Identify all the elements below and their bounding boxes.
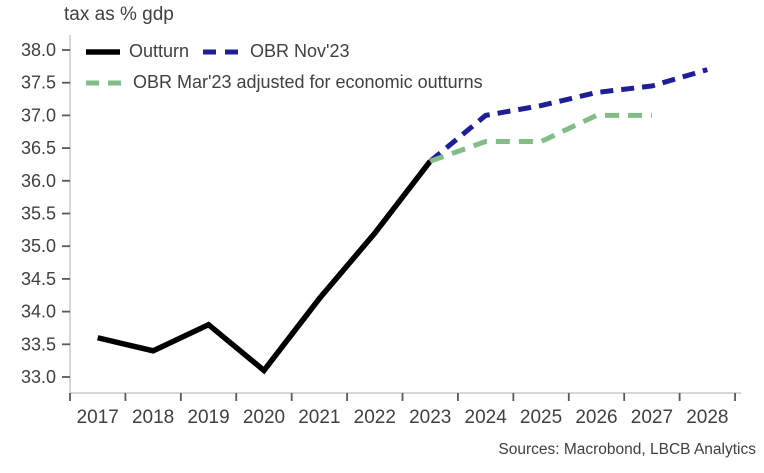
legend: Outturn OBR Nov'23 OBR Mar'23 adjusted f… (86, 41, 483, 93)
y-axis-label: 33.0 (21, 367, 56, 387)
source-note: Sources: Macrobond, LBCB Analytics (498, 441, 756, 458)
x-axis-label: 2028 (686, 407, 728, 428)
series-line-2 (429, 112, 652, 164)
x-axis-label: 2021 (298, 407, 340, 428)
x-axis-label: 2027 (631, 407, 673, 428)
legend-row-2: OBR Mar'23 adjusted for economic outturn… (86, 72, 483, 93)
y-axis-label: 38.0 (21, 40, 56, 60)
x-axis-label: 2022 (354, 407, 396, 428)
legend-label-outturn: Outturn (129, 41, 190, 61)
series-line-0 (97, 159, 433, 375)
chart-title: tax as % gdp (64, 4, 174, 25)
x-axis-label: 2023 (409, 407, 451, 428)
x-axis-label: 2018 (132, 407, 174, 428)
legend-item-obr-nov23: OBR Nov'23 (203, 41, 350, 62)
x-axis-label: 2024 (465, 407, 508, 428)
x-axis-label: 2026 (575, 407, 617, 428)
y-axis-label: 34.0 (21, 302, 56, 322)
legend-label-obr-mar23: OBR Mar'23 adjusted for economic outturn… (133, 72, 483, 92)
series-line-1 (428, 67, 709, 164)
y-axis-label: 37.0 (21, 105, 56, 125)
y-axis-label: 34.5 (21, 269, 56, 289)
y-axis-label: 33.5 (21, 334, 56, 354)
outturn-line-swatch-icon (86, 48, 120, 55)
y-axis-label: 35.5 (21, 204, 56, 224)
dashed-line-swatch-icon (203, 49, 242, 54)
x-axis-label: 2025 (520, 407, 562, 428)
legend-item-outturn: Outturn (86, 41, 189, 62)
legend-label-obr-nov23: OBR Nov'23 (250, 41, 350, 61)
x-axis-label: 2020 (243, 407, 285, 428)
legend-item-obr-mar23: OBR Mar'23 adjusted for economic outturn… (86, 72, 483, 93)
x-axis-label: 2019 (187, 407, 229, 428)
y-axis-label: 37.5 (21, 73, 56, 93)
legend-row-1: Outturn OBR Nov'23 (86, 41, 483, 62)
dashed-line-swatch-icon (86, 80, 124, 85)
y-axis-label: 36.5 (21, 138, 56, 158)
x-axis-label: 2017 (77, 407, 119, 428)
y-axis-label: 35.0 (21, 236, 56, 256)
y-axis-label: 36.0 (21, 171, 56, 191)
